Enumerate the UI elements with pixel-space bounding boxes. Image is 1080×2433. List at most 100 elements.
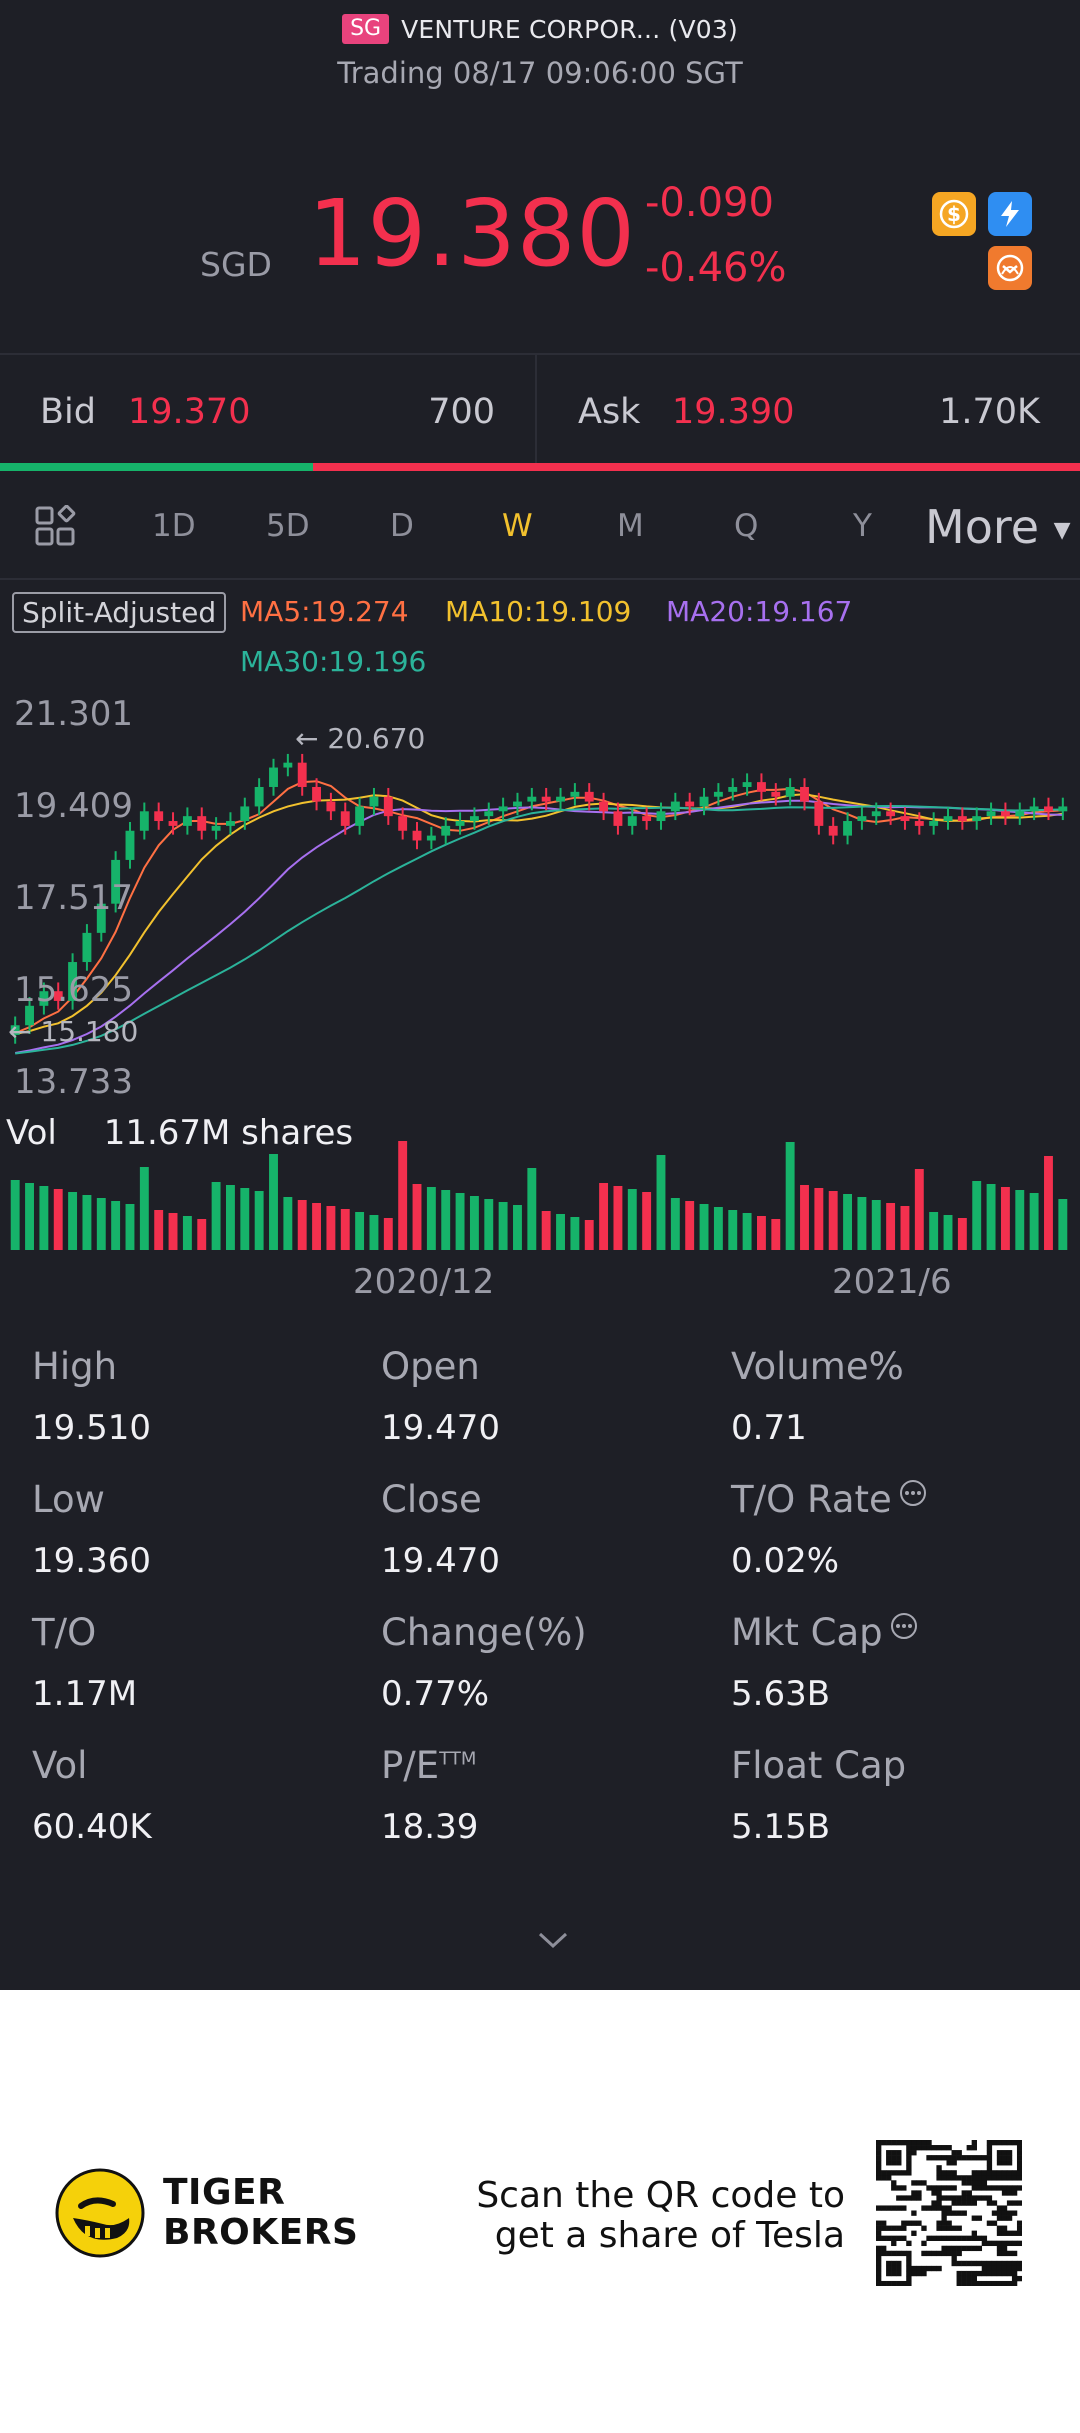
split-adjusted-toggle[interactable]: Split-Adjusted: [12, 592, 227, 633]
volume-bar: [182, 1216, 192, 1250]
stock-title[interactable]: SG VENTURE CORPOR... (V03): [0, 14, 1080, 44]
candle-body: [642, 816, 652, 822]
stat-value-low: 19.360: [32, 1541, 151, 1581]
volume-bar: [584, 1220, 594, 1250]
candle-body: [728, 786, 738, 792]
volume-bar: [469, 1196, 479, 1250]
candle-body: [426, 835, 436, 841]
tab-y[interactable]: Y: [853, 508, 872, 544]
volume-bar: [656, 1155, 666, 1250]
y-tick-2: 17.517: [14, 878, 133, 918]
volume-bar: [412, 1184, 422, 1250]
layout-grid-icon[interactable]: [34, 504, 76, 551]
tab-m[interactable]: M: [617, 508, 644, 544]
candle-body: [225, 821, 235, 826]
stat-value-open: 19.470: [381, 1408, 500, 1448]
volume-bar: [197, 1219, 207, 1250]
volume-bar: [914, 1169, 924, 1250]
volume-bar: [728, 1210, 738, 1250]
stat-value-vol: 60.40K: [32, 1807, 152, 1847]
volume-caption: Vol: [6, 1113, 57, 1153]
stat-value-float-cap: 5.15B: [731, 1807, 831, 1847]
stat-label-high: High: [32, 1345, 118, 1388]
stat-label-close: Close: [381, 1478, 482, 1521]
candle-body: [1058, 806, 1068, 812]
low-marker-value: 15.180: [40, 1015, 139, 1048]
y-tick-0: 21.301: [14, 694, 133, 734]
caret-down-icon: ▼: [1053, 518, 1071, 543]
candle-body: [570, 791, 580, 797]
arrow-left-icon: ←: [8, 1015, 32, 1048]
candle-body: [972, 816, 982, 822]
volume-bar: [943, 1215, 953, 1250]
volume-bar: [39, 1186, 49, 1250]
bid-strength-bar: [0, 463, 314, 471]
y-tick-1: 19.409: [14, 786, 133, 826]
price-change-percent: -0.46%: [645, 245, 787, 291]
candle-body: [10, 1025, 20, 1035]
ask-strength-bar: [313, 463, 1080, 471]
tab-more[interactable]: More ▼: [925, 500, 1071, 554]
more-info-icon[interactable]: [883, 1611, 919, 1654]
chevron-down-icon[interactable]: [536, 1930, 570, 1954]
volume-bar: [556, 1214, 565, 1250]
volume-bar: [685, 1201, 695, 1250]
stat-label-float-cap: Float Cap: [731, 1744, 907, 1787]
volume-bar: [599, 1183, 609, 1250]
volume-bar: [355, 1212, 365, 1250]
candle-body: [1044, 806, 1053, 812]
candle-body: [943, 816, 953, 822]
candle-body: [957, 816, 967, 822]
y-tick-4: 13.733: [14, 1062, 133, 1102]
dollar-icon[interactable]: $: [932, 192, 976, 236]
candle-body: [154, 811, 164, 822]
candle-body: [139, 811, 149, 831]
stat-label-t-o: T/O: [32, 1611, 97, 1654]
volume-bar: [340, 1209, 350, 1250]
candle-body: [340, 811, 350, 826]
volume-bar: [785, 1142, 795, 1250]
stat-label-vol: Vol: [32, 1744, 88, 1787]
candle-body: [685, 801, 695, 807]
volume-bar: [1044, 1156, 1053, 1250]
low-marker: ← 15.180: [8, 1015, 138, 1048]
ma10-line: [15, 793, 1063, 1035]
stat-label-open: Open: [381, 1345, 480, 1388]
exchange-icon[interactable]: [988, 246, 1032, 290]
volume-bar: [929, 1212, 939, 1250]
volume-bar: [240, 1188, 250, 1250]
volume-label: Vol 11.67M shares: [6, 1113, 353, 1153]
volume-bar: [742, 1213, 752, 1250]
candle-body: [369, 796, 379, 807]
candle-body: [670, 801, 680, 812]
ma20-label: MA20:19.167: [666, 595, 853, 628]
stat-value-p-e: 18.39: [381, 1807, 479, 1847]
candle-body: [800, 786, 809, 802]
tab-1d[interactable]: 1D: [152, 508, 196, 544]
ask-quantity: 1.70K: [939, 392, 1040, 432]
volume-value: 11.67M shares: [103, 1113, 354, 1153]
candle-body: [254, 786, 264, 807]
candle-body: [584, 791, 594, 802]
pe-superscript: TTM: [439, 1748, 477, 1770]
ma30-label: MA30:19.196: [240, 645, 427, 678]
market-badge: SG: [342, 14, 390, 44]
tab-q[interactable]: Q: [734, 508, 759, 544]
bid-ask-row: [0, 353, 1080, 463]
tab-5d[interactable]: 5D: [266, 508, 310, 544]
candle-body: [843, 821, 853, 836]
candle-body: [39, 991, 49, 1006]
tab-d[interactable]: D: [390, 508, 414, 544]
volume-bar: [756, 1216, 766, 1250]
candle-body: [283, 762, 293, 768]
more-info-icon[interactable]: [892, 1478, 928, 1521]
tab-w[interactable]: W: [502, 508, 533, 544]
volume-bar: [627, 1189, 637, 1250]
lightning-icon[interactable]: [988, 192, 1032, 236]
candle-body: [312, 786, 322, 802]
candle-body: [527, 796, 537, 802]
candle-body: [929, 821, 939, 826]
candle-body: [914, 821, 924, 826]
candlestick-chart[interactable]: [0, 680, 1080, 1320]
bid-price: 19.370: [128, 392, 251, 432]
